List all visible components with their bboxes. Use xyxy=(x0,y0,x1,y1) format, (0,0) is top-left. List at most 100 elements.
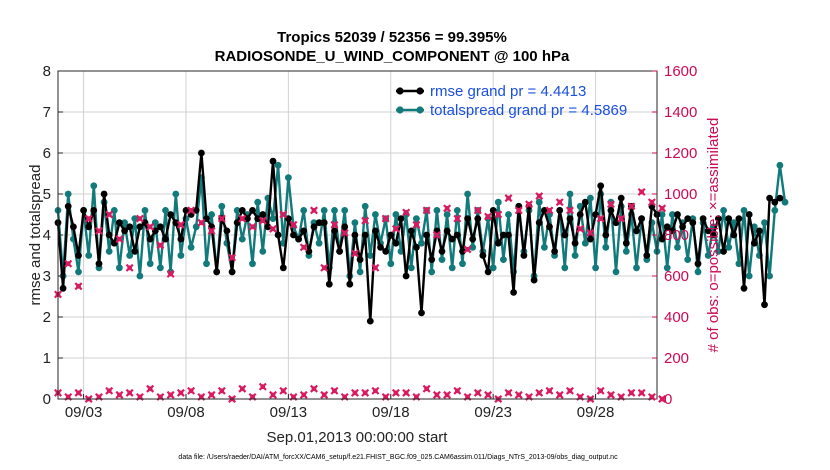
rmse-point xyxy=(295,235,302,243)
rmse-point xyxy=(551,248,558,255)
rmse-point xyxy=(581,198,589,206)
rmse-point xyxy=(669,227,676,235)
rmse-point xyxy=(453,231,461,239)
legend-rmse-marker xyxy=(396,87,404,95)
rmse-point xyxy=(546,223,553,231)
totalspread-point xyxy=(541,243,548,251)
obs-assimilated-marker-center xyxy=(127,265,133,271)
totalspread-point xyxy=(725,243,733,251)
rmse-point xyxy=(633,227,640,235)
obs-assimilated-marker-center xyxy=(106,212,112,217)
totalspread-point xyxy=(172,190,180,198)
rmse-point xyxy=(105,231,113,239)
obs-assimilated-marker-center xyxy=(280,212,286,217)
left-y-axis-label: rmse and totalspread xyxy=(27,165,44,306)
x-axis-label: Sep.01,2013 00:00:00 start xyxy=(267,429,449,446)
totalspread-point xyxy=(131,215,139,223)
rmse-point xyxy=(658,235,666,243)
obs-assimilated-marker-center xyxy=(557,199,563,205)
totalspread-point xyxy=(387,260,395,268)
obs-possible-marker-center xyxy=(393,390,399,396)
totalspread-point xyxy=(356,268,364,276)
legend-totalspread-marker xyxy=(416,106,424,114)
totalspread-point xyxy=(433,207,441,214)
obs-possible-marker-center xyxy=(198,394,204,400)
rmse-point xyxy=(413,243,420,251)
rmse-point xyxy=(761,301,768,309)
rmse-point xyxy=(310,223,318,231)
rmse-point xyxy=(500,231,507,239)
rmse-point xyxy=(587,235,594,243)
obs-possible-marker-center xyxy=(465,394,470,400)
rmse-point xyxy=(448,235,456,243)
rmse-point xyxy=(59,284,67,292)
rmse-point xyxy=(387,231,395,239)
totalspread-point xyxy=(254,198,262,206)
obs-possible-marker-center xyxy=(188,388,194,394)
obs-assimilated-marker-center xyxy=(485,214,491,219)
obs-possible-marker-center xyxy=(608,392,614,398)
obs-assimilated-marker-center xyxy=(567,208,573,213)
obs-possible-marker-center xyxy=(454,388,460,394)
rmse-point xyxy=(392,239,400,247)
left-y-tick-label: 2 xyxy=(43,309,51,326)
rmse-point xyxy=(684,215,692,223)
obs-assimilated-marker-center xyxy=(332,222,337,228)
obs-assimilated-marker-center xyxy=(393,226,399,232)
obs-possible-marker-center xyxy=(547,388,552,394)
obs-possible-marker-center xyxy=(352,390,358,396)
rmse-point xyxy=(249,207,256,214)
rmse-point xyxy=(561,231,569,239)
right-y-axis-ticks: 0 200 400 600 800 1000 1200 1400 1600 xyxy=(652,63,697,408)
rmse-point xyxy=(423,231,430,239)
right-y-tick-label: 1600 xyxy=(664,63,697,80)
totalspread-point xyxy=(116,264,123,272)
totalspread-point xyxy=(761,219,768,227)
totalspread-point xyxy=(592,264,599,272)
rmse-point xyxy=(90,207,98,214)
obs-assimilated-marker-center xyxy=(413,222,419,228)
rmse-point xyxy=(228,268,236,276)
obs-possible-marker-center xyxy=(536,390,542,396)
rmse-point xyxy=(689,219,697,227)
obs-possible-marker-center xyxy=(659,396,665,402)
obs-assimilated-marker-center xyxy=(588,230,593,236)
obs-possible-marker-center xyxy=(157,394,163,400)
obs-possible-marker-center xyxy=(117,392,122,398)
rmse-point xyxy=(361,231,369,239)
obs-possible-marker-center xyxy=(321,392,327,398)
rmse-point xyxy=(162,235,169,243)
totalspread-point xyxy=(669,211,676,218)
totalspread-point xyxy=(781,198,789,206)
obs-assimilated-marker-center xyxy=(188,208,194,213)
rmse-point xyxy=(300,227,308,235)
series-totalspread xyxy=(54,161,789,280)
legend-rmse-label: rmse grand pr = 4.4413 xyxy=(430,83,586,100)
obs-possible-marker-center xyxy=(526,394,532,400)
rmse-point xyxy=(674,211,681,218)
rmse-point xyxy=(576,211,584,218)
totalspread-point xyxy=(141,207,149,214)
rmse-point xyxy=(259,211,267,218)
right-y-tick-label: 800 xyxy=(664,227,689,244)
rmse-point xyxy=(85,223,93,231)
obs-assimilated-marker-center xyxy=(475,208,481,213)
rmse-point xyxy=(372,227,379,235)
rmse-point xyxy=(730,231,738,239)
rmse-point xyxy=(571,239,579,247)
obs-possible-marker-center xyxy=(444,392,450,398)
rmse-point xyxy=(167,211,175,218)
obs-assimilated-marker-center xyxy=(260,218,266,224)
totalspread-point xyxy=(85,252,93,259)
right-y-tick-label: 1400 xyxy=(664,104,697,121)
rmse-point xyxy=(264,223,272,231)
obs-possible-marker-center xyxy=(76,390,81,396)
left-y-tick-label: 4 xyxy=(43,227,51,244)
data-file-footnote: data file: /Users/raeder/DAI/ATM_forcXX/… xyxy=(178,454,618,461)
totalspread-point xyxy=(622,248,630,255)
totalspread-point xyxy=(187,243,195,251)
obs-assimilated-marker-center xyxy=(424,208,430,213)
totalspread-point xyxy=(218,202,226,210)
rmse-point xyxy=(766,194,773,202)
obs-assimilated-marker-center xyxy=(198,220,204,226)
